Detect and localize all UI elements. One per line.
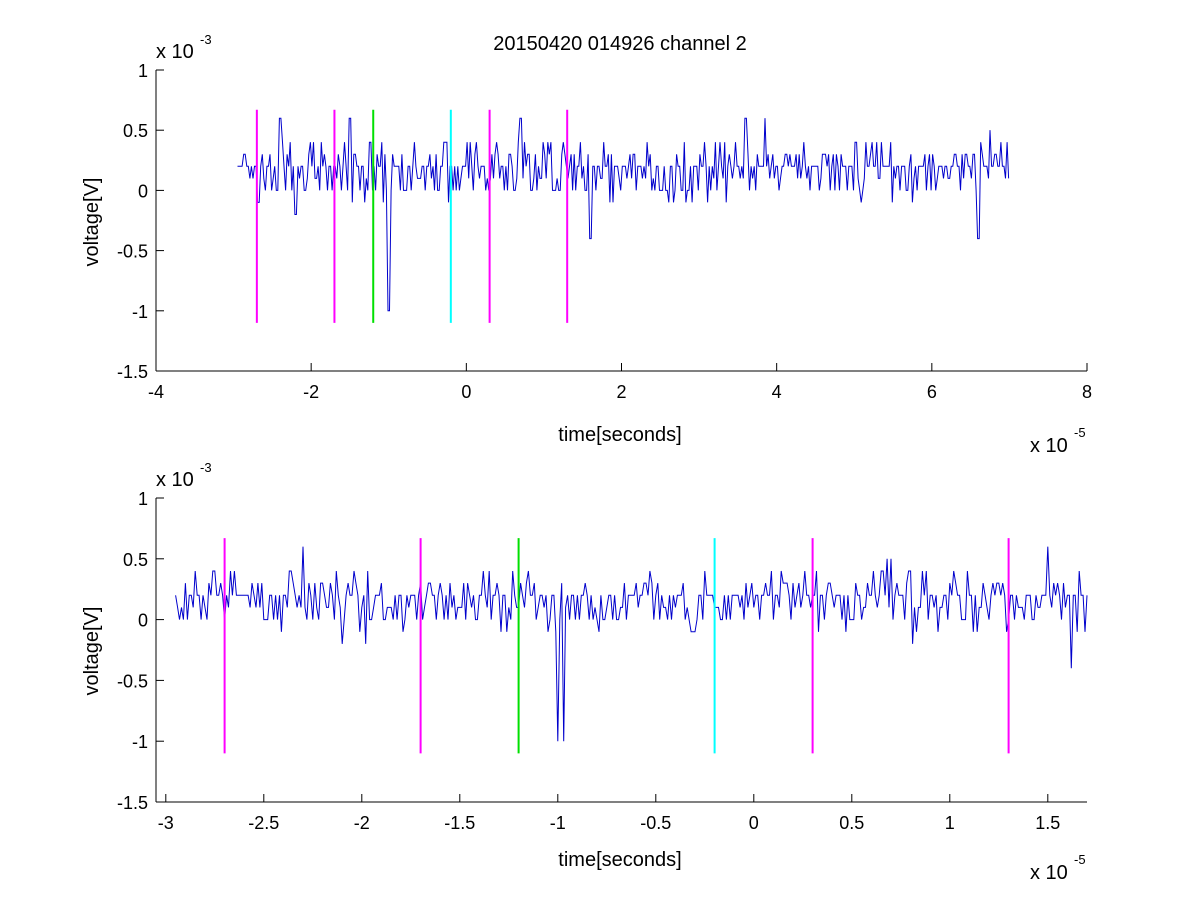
x-tick-label: 0: [461, 382, 471, 402]
plot-area: -3 -2.5 -2 -1.5 -1 -0.5 0 0.5 1 1.5 -1.5 -1 -0.5 0 0.5…: [117, 489, 1088, 833]
y-axis-label: voltage[V]: [81, 178, 103, 267]
x-tick-label: -3: [158, 813, 174, 833]
y-multiplier: x 10 -3: [156, 32, 212, 63]
x-tick-label: -2.5: [248, 813, 279, 833]
x-tick-label: 1: [945, 813, 955, 833]
x-tick-label: 8: [1082, 382, 1092, 402]
x-tick-label: 6: [927, 382, 937, 402]
x-tick-label: 1.5: [1035, 813, 1060, 833]
x-tick-label: -0.5: [640, 813, 671, 833]
x-multiplier-exponent: -5: [1074, 852, 1086, 867]
y-tick-label: -0.5: [117, 242, 148, 262]
x-tick-label: 4: [772, 382, 782, 402]
y-multiplier-exponent: -3: [200, 32, 212, 47]
x-tick-label: -4: [148, 382, 164, 402]
y-tick-label: 0.5: [123, 550, 148, 570]
x-multiplier: x 10 -5: [1030, 852, 1086, 884]
x-tick-label: -2: [303, 382, 319, 402]
y-tick-label: 0.5: [123, 121, 148, 141]
y-tick-label: 1: [138, 61, 148, 81]
bottom-chart: x 10 -3 -3 -2.5 -2 -1.5 -1 -0.5 0 0.5 1 1.5 -1.5 -1…: [81, 460, 1088, 884]
y-multiplier-base: x 10: [156, 41, 194, 63]
x-axis-label: time[seconds]: [558, 424, 681, 446]
y-tick-label: 0: [138, 611, 148, 631]
x-tick-label: 0.5: [839, 813, 864, 833]
x-tick-label: 2: [616, 382, 626, 402]
y-tick-label: -1: [132, 302, 148, 322]
x-tick-label: -1.5: [444, 813, 475, 833]
x-multiplier: x 10 -5: [1030, 425, 1086, 457]
x-tick-label: 0: [749, 813, 759, 833]
x-tick-label: -2: [354, 813, 370, 833]
x-axis-label: time[seconds]: [558, 849, 681, 871]
y-multiplier-base: x 10: [156, 469, 194, 491]
x-multiplier-base: x 10: [1030, 862, 1068, 884]
y-tick-label: -1: [132, 732, 148, 752]
y-tick-label: 1: [138, 489, 148, 509]
top-chart: 20150420 014926 channel 2 x 10 -3 -4 -2 0 2…: [81, 32, 1092, 457]
y-tick-label: 0: [138, 181, 148, 201]
y-multiplier-exponent: -3: [200, 460, 212, 475]
y-axis-label: voltage[V]: [81, 607, 103, 696]
x-multiplier-exponent: -5: [1074, 425, 1086, 440]
signal-trace: [237, 117, 1010, 312]
plot-area: -4 -2 0 2 4 6 8 -1.5 -1 -0.5 0 0.5 1: [117, 61, 1092, 402]
y-tick-label: -0.5: [117, 671, 148, 691]
y-tick-label: -1.5: [117, 362, 148, 382]
y-tick-label: -1.5: [117, 793, 148, 813]
signal-trace: [175, 546, 1088, 742]
x-multiplier-base: x 10: [1030, 435, 1068, 457]
y-multiplier: x 10 -3: [156, 460, 212, 491]
chart-title: 20150420 014926 channel 2: [493, 33, 747, 55]
x-tick-label: -1: [550, 813, 566, 833]
